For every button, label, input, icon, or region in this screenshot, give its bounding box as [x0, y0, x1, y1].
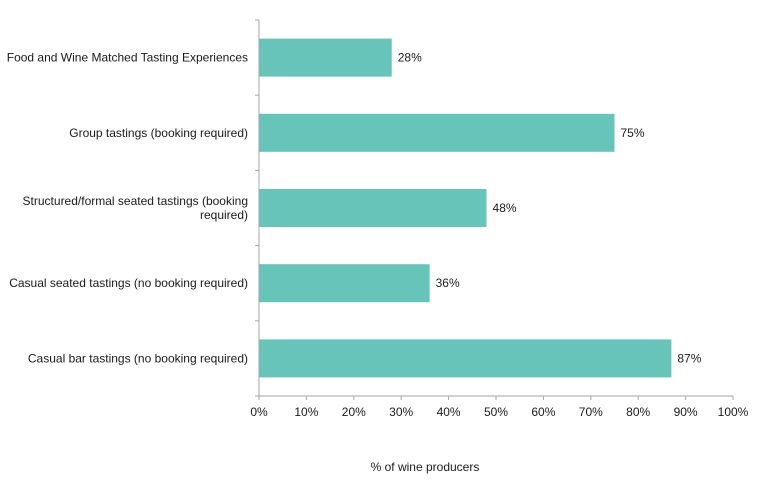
x-tick-label-0: 0% [250, 405, 268, 419]
data-label-3: 36% [436, 276, 460, 290]
category-label-0: Food and Wine Matched Tasting Experience… [7, 51, 248, 65]
x-tick-label-7: 70% [579, 405, 603, 419]
x-axis-title: % of wine producers [371, 460, 480, 474]
category-label-3: Casual seated tastings (no booking requi… [9, 276, 248, 290]
bar-1 [259, 113, 615, 152]
bar-2 [259, 189, 487, 227]
data-label-0: 28% [398, 51, 422, 65]
category-label-line: Group tastings (booking required) [69, 126, 248, 140]
labels-layer: 28% Food and Wine Matched Tasting Experie… [7, 51, 749, 419]
category-label-4: Casual bar tastings (no booking required… [28, 351, 248, 365]
x-tick-label-8: 80% [626, 405, 650, 419]
data-label-2: 48% [493, 201, 517, 215]
bar-4 [259, 339, 672, 378]
bar-3 [259, 264, 430, 303]
bar-0 [259, 38, 392, 77]
x-tick-label-10: 100% [718, 405, 749, 419]
x-tick-label-9: 90% [674, 405, 698, 419]
x-tick-label-3: 30% [389, 405, 413, 419]
data-label-4: 87% [677, 351, 701, 365]
category-label-line: required) [200, 208, 248, 222]
x-tick-label-5: 50% [484, 405, 508, 419]
category-label-1: Group tastings (booking required) [69, 126, 248, 140]
data-label-1: 75% [621, 126, 645, 140]
axes-layer [255, 19, 734, 400]
x-tick-label-2: 20% [342, 405, 366, 419]
category-label-line: Structured/formal seated tastings (booki… [23, 194, 248, 208]
category-label-line: Casual bar tastings (no booking required… [28, 351, 248, 365]
x-tick-label-6: 60% [531, 405, 555, 419]
category-label-line: Casual seated tastings (no booking requi… [9, 276, 248, 290]
category-label-2: Structured/formal seated tastings (booki… [23, 194, 248, 222]
bars-layer [259, 38, 672, 378]
x-tick-label-1: 10% [294, 405, 318, 419]
x-tick-label-4: 40% [437, 405, 461, 419]
category-label-line: Food and Wine Matched Tasting Experience… [7, 51, 248, 65]
